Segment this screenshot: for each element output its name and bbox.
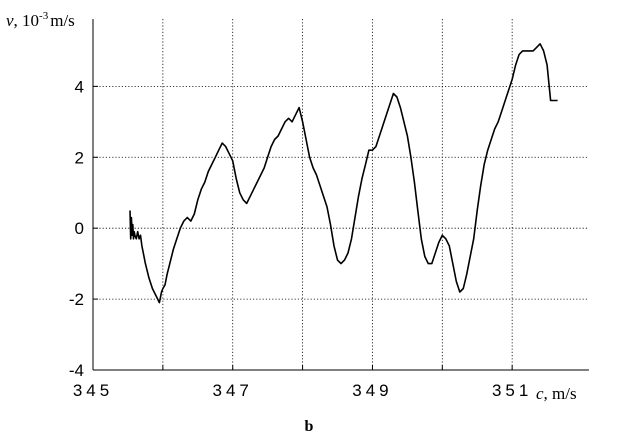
x-tick-label: 349 [352,381,392,400]
y-axis-base: 10 [22,11,39,30]
y-tick-label: 2 [75,148,84,167]
y-axis-sep: , [14,11,23,30]
x-tick-labels: 345 347 349 351 [73,381,532,400]
x-axis-symbol: c [536,384,544,403]
y-axis-exp: -3 [39,10,49,22]
y-tick-label: 0 [75,219,84,238]
panel-label: b [304,418,314,435]
y-tick-labels: -4 -2 0 2 4 [69,77,84,380]
series-layer [129,43,558,304]
axis-ticks [93,85,513,371]
x-axis-label: c, m/s [536,384,577,403]
plot-frame [92,19,589,371]
x-axis-unit: , m/s [544,384,577,403]
x-tick-label: 347 [213,381,253,400]
y-tick-label: -2 [69,290,84,309]
x-tick-label: 345 [73,381,113,400]
x-tick-label: 351 [492,381,532,400]
y-axis-label: v, 10-3 m/s [6,10,75,30]
series-line [129,43,558,304]
y-tick-label: 4 [75,77,84,96]
y-axis-unit: m/s [50,11,75,30]
y-axis-symbol: v [6,11,14,30]
y-tick-label: -4 [69,361,84,380]
